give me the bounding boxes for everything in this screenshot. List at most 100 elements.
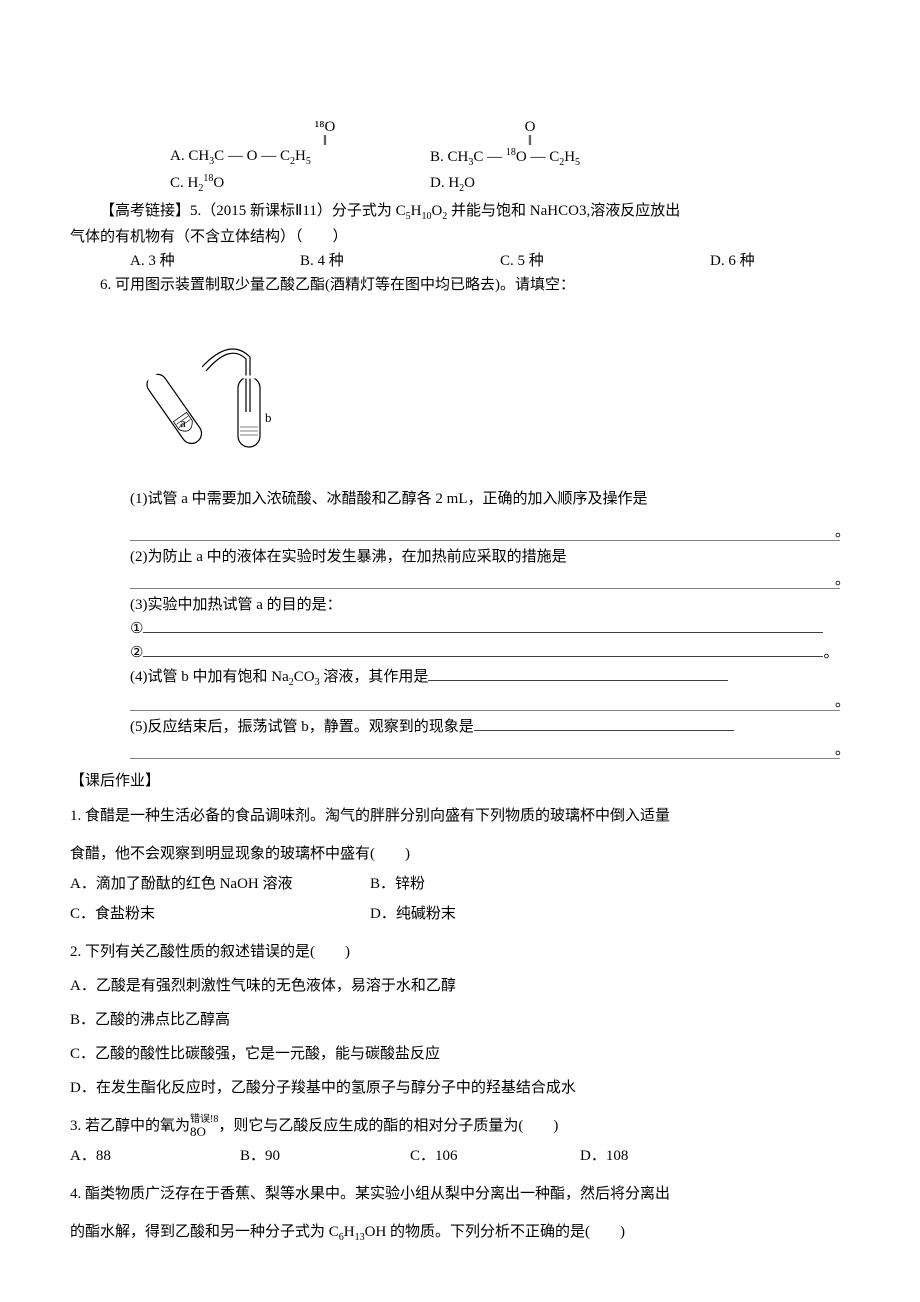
q6-p4-post: 溶液，其作用是 [320,669,429,685]
blank-2[interactable]: 。 [130,569,840,589]
hw-q3-a: A．88 [70,1141,240,1171]
period-1: 。 [835,520,850,544]
hw-q3-num: 3. [70,1118,81,1134]
hw-q3: 3. 若乙醇中的氧为错误!88O，则它与乙酸反应生成的酯的相对分子质量为( ) [70,1111,850,1141]
hw-q2: 2. 下列有关乙酸性质的叙述错误的是( ) [70,937,850,967]
hw-q4: 4. 酯类物质广泛存在于香蕉、梨等水果中。某实验小组从梨中分离出一种酯，然后将分… [70,1179,850,1209]
q5-opt-c: C. 5 种 [500,249,710,273]
blank-1[interactable]: 。 [130,521,840,541]
hw-q4-l2-post: OH 的物质。下列分析不正确的是( ) [365,1224,625,1240]
formula-row-ab: ¹⁸O ‖ A. CH3C — O — C2H5 O ‖ B. CH3C — 1… [170,120,850,169]
hw-q1-row1: A．滴加了酚酞的红色 NaOH 溶液 B．锌粉 [70,869,850,899]
q6-p5: (5)反应结束后，振荡试管 b，静置。观察到的现象是 [130,715,850,739]
q6-p5-text: (5)反应结束后，振荡试管 b，静置。观察到的现象是 [130,719,474,735]
hw-q1-d: D．纯碱粉末 [370,899,456,929]
homework-head: 【课后作业】 [70,769,850,793]
period-2: 。 [835,568,850,592]
formula-d-post: O [464,175,475,191]
q5-s2: 10 [421,211,431,222]
formula-a: ¹⁸O ‖ A. CH3C — O — C2H5 [170,120,430,169]
formula-c-sup: 18 [203,173,213,184]
hw-q2-d: D．在发生酯化反应时，乙酸分子羧基中的氢原子与醇分子中的羟基结合成水 [70,1073,850,1103]
formula-c: C. H218O [170,171,430,197]
q6-p2: (2)为防止 a 中的液体在实验时发生暴沸，在加热前应采取的措施是 [130,545,850,569]
hw-q2-a: A．乙酸是有强烈刺激性气味的无色液体，易溶于水和乙醇 [70,971,850,1001]
hw-q4-line2: 的酯水解，得到乙酸和另一种分子式为 C6H13OH 的物质。下列分析不正确的是(… [70,1217,850,1248]
blank-3[interactable] [143,632,823,633]
hw-q4-s2: 13 [355,1232,365,1243]
formula-b-sup: 18 [506,147,516,158]
hw-q1-text: 食醋是一种生活必备的食品调味剂。淘气的胖胖分别向盛有下列物质的玻璃杯中倒入适量 [81,808,670,824]
q5-m1: H [411,203,422,219]
q6-p4-pre: (4)试管 b 中加有饱和 Na [130,669,289,685]
q5-tail: 并能与饱和 NaHCO3,溶液反应放出 [447,203,680,219]
q5-tag: 【高考链接】5. [100,203,201,219]
blank-7[interactable] [474,730,734,731]
q6-p4-mid: CO [294,669,315,685]
q5-m2: O [431,203,442,219]
formula-b-m3: H [564,149,575,165]
blank-8[interactable]: 。 [130,739,840,759]
hw-q3-post: ，则它与乙酸反应生成的酯的相对分子质量为( ) [218,1118,558,1134]
hw-q3-main: 8O [190,1124,206,1139]
q5-src: （2015 新课标Ⅱ11）分子式为 C [201,203,405,219]
hw-q1-num: 1. [70,808,81,824]
blank-4[interactable] [143,656,823,657]
formula-a-s3: 5 [306,156,311,167]
hw-q1-a: A．滴加了酚酞的红色 NaOH 溶液 [70,869,370,899]
formula-a-bond: ‖ [323,133,327,149]
blank-5[interactable] [428,680,728,681]
hw-q2-text: 下列有关乙酸性质的叙述错误的是( ) [81,944,350,960]
formula-c-sub: 2 [198,183,203,194]
hw-q1-c: C．食盐粉末 [70,899,370,929]
hw-q1-b: B．锌粉 [370,869,425,899]
apparatus-diagram: a b [130,327,850,457]
q5-line2: 气体的有机物有（不含立体结构）（ ） [70,225,850,249]
hw-q4-m1: H [344,1224,355,1240]
hw-q4-text: 酯类物质广泛存在于香蕉、梨等水果中。某实验小组从梨中分离出一种酯，然后将分离出 [81,1186,670,1202]
formula-a-ch: A. CH [170,148,209,164]
period-3: 。 [823,645,838,661]
hw-q3-pre: 若乙醇中的氧为 [81,1118,190,1134]
hw-q1-line2: 食醋，他不会观察到明显现象的玻璃杯中盛有( ) [70,839,850,869]
period-5: 。 [835,738,850,762]
circ1-label: ① [130,621,143,637]
formula-b-ch: B. CH [430,149,468,165]
q6-circ2: ②。 [130,641,850,665]
formula-c-pre: C. H [170,175,198,191]
formula-c-post: O [213,175,224,191]
formula-a-m1: C — O — C [214,148,290,164]
q5-options: A. 3 种 B. 4 种 C. 5 种 D. 6 种 [130,249,850,273]
hw-q1-row2: C．食盐粉末 D．纯碱粉末 [70,899,850,929]
hw-q3-b: B．90 [240,1141,410,1171]
q6-p4: (4)试管 b 中加有饱和 Na2CO3 溶液，其作用是 [130,665,850,691]
q5-opt-a: A. 3 种 [130,249,300,273]
hw-q2-num: 2. [70,944,81,960]
label-a: a [180,415,186,430]
circ2-label: ② [130,645,143,661]
hw-q4-num: 4. [70,1186,81,1202]
q5-line1: 【高考链接】5.（2015 新课标Ⅱ11）分子式为 C5H10O2 并能与饱和 … [100,199,850,225]
formula-b-m2: O — C [516,149,559,165]
formula-b-s3: 5 [575,157,580,168]
period-4: 。 [835,690,850,714]
q6-stem: 6. 可用图示装置制取少量乙酸乙酯(酒精灯等在图中均已略去)。请填空： [100,273,850,297]
hw-q4-l2-pre: 的酯水解，得到乙酸和另一种分子式为 C [70,1224,339,1240]
hw-q3-c: C．106 [410,1141,580,1171]
q5-opt-b: B. 4 种 [300,249,500,273]
hw-q2-b: B．乙酸的沸点比乙醇高 [70,1005,850,1035]
hw-q3-opts: A．88 B．90 C．106 D．108 [70,1141,850,1171]
hw-q3-d: D．108 [580,1141,628,1171]
blank-6[interactable]: 。 [130,691,840,711]
formula-a-m2: H [295,148,306,164]
q5-opt-d: D. 6 种 [710,249,755,273]
label-b: b [265,410,272,425]
formula-b-m1: C — [473,149,506,165]
q6-p3: (3)实验中加热试管 a 的目的是： [130,593,850,617]
formula-d: D. H2O [430,171,475,197]
formula-row-cd: C. H218O D. H2O [170,171,850,197]
hw-q2-c: C．乙酸的酸性比碳酸强，它是一元酸，能与碳酸盐反应 [70,1039,850,1069]
hw-q1: 1. 食醋是一种生活必备的食品调味剂。淘气的胖胖分别向盛有下列物质的玻璃杯中倒入… [70,801,850,831]
q6-circ1: ① [130,617,850,641]
formula-d-pre: D. H [430,175,459,191]
